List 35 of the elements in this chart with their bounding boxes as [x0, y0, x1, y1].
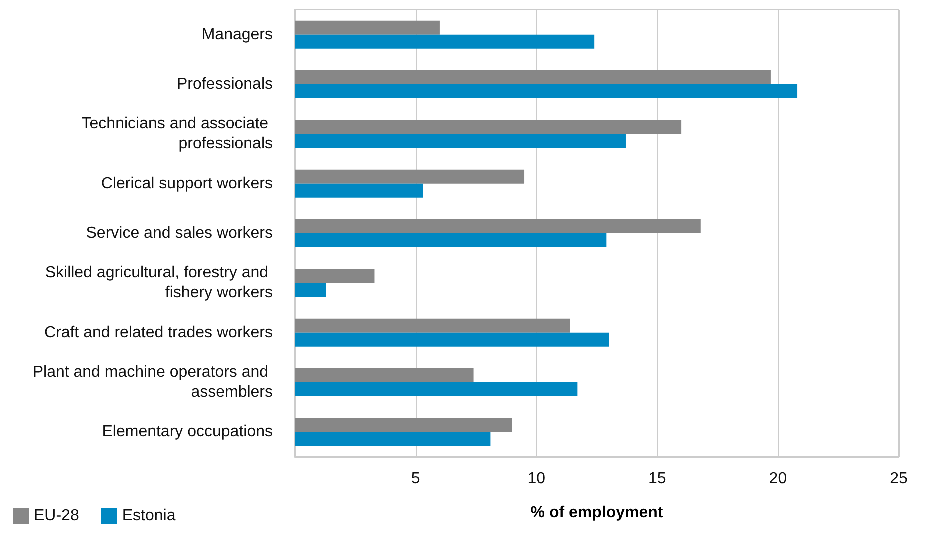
- bar: [295, 34, 595, 49]
- x-tick-label: 10: [528, 470, 546, 488]
- bar: [295, 269, 375, 284]
- y-tick-label: Managers: [202, 26, 273, 44]
- bar: [295, 120, 682, 134]
- y-tick-label: Professionals: [176, 76, 273, 93]
- x-tick-label: 20: [769, 470, 788, 488]
- y-tick-label: Clerical support workers: [101, 175, 273, 192]
- bar: [295, 332, 610, 347]
- y-tick-label: Technicians and associate professionals: [82, 116, 273, 153]
- bar: [295, 382, 578, 396]
- x-tick-label: 5: [411, 470, 420, 488]
- legend-label: Estonia: [122, 508, 176, 524]
- bar: [295, 220, 701, 234]
- bar: [295, 234, 607, 248]
- bar: [295, 70, 771, 84]
- bar: [295, 170, 525, 184]
- y-tick-label: Craft and related trades workers: [44, 324, 273, 342]
- y-tick-label: Service and sales workers: [86, 225, 273, 242]
- bar: [295, 368, 474, 382]
- bar: [295, 283, 326, 298]
- bar: [295, 318, 570, 333]
- y-tick-label: Elementary occupations: [102, 424, 273, 441]
- bar: [295, 134, 626, 148]
- legend-label: EU-28: [34, 508, 80, 524]
- x-tick-label: 25: [890, 470, 908, 488]
- x-tick-label: 15: [648, 470, 666, 488]
- bar: [295, 184, 424, 198]
- bar: [295, 20, 440, 35]
- bar: [295, 432, 491, 446]
- bar: [295, 418, 512, 432]
- bar: [295, 84, 798, 98]
- y-tick-label: Skilled agricultural, forestry and fishery workers: [45, 264, 273, 302]
- x-axis-title: % of employment: [530, 504, 664, 522]
- y-tick-label: Plant and machine operators and assemblers: [32, 364, 273, 401]
